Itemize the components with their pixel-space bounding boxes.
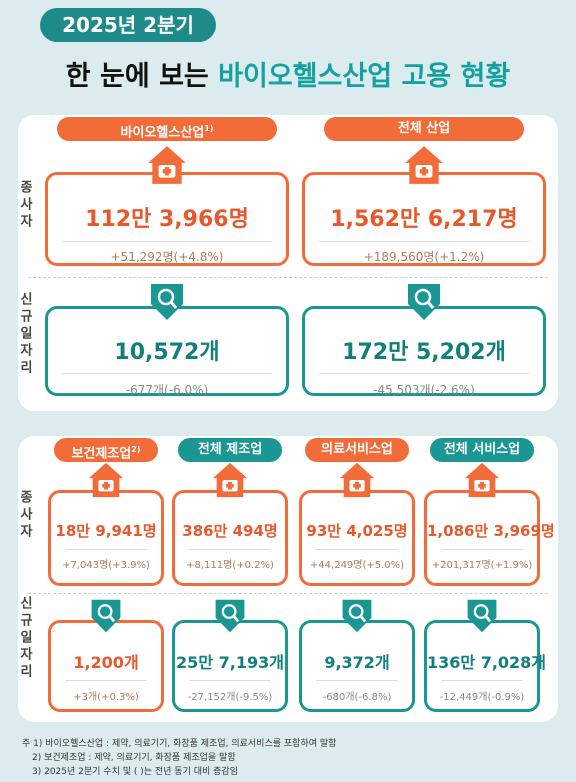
stat-value: 1,200개 (73, 652, 139, 672)
stat-card: 1,200개 +3개(+0.3%) (48, 620, 164, 712)
row-label: 종사자 (17, 180, 32, 231)
column-header: 전체 서비스업 (430, 438, 534, 462)
stat-value: 93만 4,025명 (306, 521, 408, 540)
stat-card: 1,562만 6,217명 +189,560명(+1.2%) (302, 172, 546, 266)
row-divider (28, 593, 548, 594)
stat-value: 136만 7,028개 (427, 652, 547, 672)
row-label: 신규일자리 (17, 596, 32, 681)
separator (441, 680, 523, 682)
column-header: 의료서비스업 (305, 438, 409, 462)
note-mark: 2) (131, 445, 141, 454)
title: 한 눈에 보는 바이오헬스산업 고용 현황 (0, 54, 576, 93)
column-name: 바이오헬스산업 (120, 125, 205, 141)
stat-card: 136만 7,028개 -12,449개(-0.9%) (424, 620, 547, 712)
stat-change: +3개(+0.3%) (73, 691, 139, 703)
separator (65, 680, 147, 682)
column-name: 전체 서비스업 (443, 442, 521, 457)
stat-change: -680개(-6.8%) (322, 691, 392, 703)
title-text: 한 눈에 보는 (65, 61, 209, 92)
stat-change: -677개(-6.0%) (125, 382, 209, 397)
separator (319, 240, 529, 242)
column-name: 전체 산업 (397, 121, 451, 136)
column-name: 전체 제조업 (197, 442, 263, 457)
separator (316, 548, 398, 550)
house-icon (405, 146, 443, 184)
column-name: 보건제조업 (71, 446, 132, 462)
stat-change: +201,317명(+1.9%) (431, 560, 533, 572)
column-header: 전체 제조업 (178, 438, 282, 462)
arrow-icon (408, 284, 440, 320)
house-icon (464, 462, 500, 498)
stat-card: 18만 9,941명 +7,043명(+3.9%) (48, 490, 164, 586)
footnote: 3) 2025년 2분기 수치 및 ( )는 전년 동기 대비 증감임 (32, 767, 238, 777)
arrow-icon (215, 599, 245, 633)
stat-change: -12,449개(-0.9%) (439, 691, 525, 703)
footnote: 2) 보건제조업 : 제약, 의료기기, 화장품 제조업을 말함 (32, 753, 236, 763)
stat-value: 10,572개 (114, 340, 220, 366)
row-label: 종사자 (17, 490, 32, 541)
house-icon (88, 462, 124, 498)
column-header: 보건제조업2) (54, 438, 158, 462)
footnote: 주 1) 바이오헬스산업 : 제약, 의료기기, 화장품 제조업, 의료서비스를… (22, 739, 337, 749)
stat-value: 1,086만 3,969명 (427, 521, 555, 540)
house-icon (339, 462, 375, 498)
stat-change: +7,043명(+3.9%) (62, 560, 150, 572)
stat-value: 9,372개 (324, 652, 390, 672)
row-divider (28, 277, 548, 278)
separator (65, 548, 147, 550)
separator (319, 373, 529, 375)
arrow-icon (467, 599, 497, 633)
column-header: 바이오헬스산업1) (57, 117, 277, 141)
column-header: 전체 산업 (324, 117, 524, 141)
stat-change: +8,111명(+0.2%) (186, 560, 274, 572)
stat-change: +51,292명(+4.8%) (110, 250, 224, 265)
house-icon (148, 146, 186, 184)
stat-value: 25만 7,193개 (176, 652, 284, 672)
stat-card: 172만 5,202개 -45,503개(-2.6%) (302, 306, 546, 397)
stat-value: 112만 3,966명 (85, 207, 249, 233)
separator (316, 680, 398, 682)
row-label: 신규일자리 (17, 292, 32, 377)
stat-value: 18만 9,941명 (55, 521, 157, 540)
separator (189, 548, 271, 550)
stat-value: 386만 494명 (182, 521, 278, 540)
arrow-icon (342, 599, 372, 633)
stat-value: 1,562만 6,217명 (330, 207, 518, 233)
period-badge: 2025년 2분기 (40, 8, 216, 42)
column-name: 의료서비스업 (321, 442, 393, 457)
house-icon (212, 462, 248, 498)
separator (62, 373, 272, 375)
stat-change: -45,503개(-2.6%) (373, 382, 475, 397)
note-mark: 1) (204, 124, 214, 133)
stat-card: 386만 494명 +8,111명(+0.2%) (172, 490, 288, 586)
arrow-icon (151, 284, 183, 320)
separator (441, 548, 523, 550)
stat-card: 93만 4,025명 +44,249명(+5.0%) (299, 490, 415, 586)
stat-change: +189,560명(+1.2%) (363, 250, 485, 265)
stat-card: 1,086만 3,969명 +201,317명(+1.9%) (424, 490, 555, 586)
separator (62, 240, 272, 242)
arrow-icon (91, 599, 121, 633)
separator (189, 680, 271, 682)
stat-change: +44,249명(+5.0%) (309, 560, 405, 572)
stat-value: 172만 5,202개 (342, 340, 506, 366)
stat-card: 112만 3,966명 +51,292명(+4.8%) (45, 172, 289, 266)
stat-change: -27,152개(-9.5%) (187, 691, 273, 703)
title-highlight: 바이오헬스산업 고용 현황 (218, 61, 511, 92)
